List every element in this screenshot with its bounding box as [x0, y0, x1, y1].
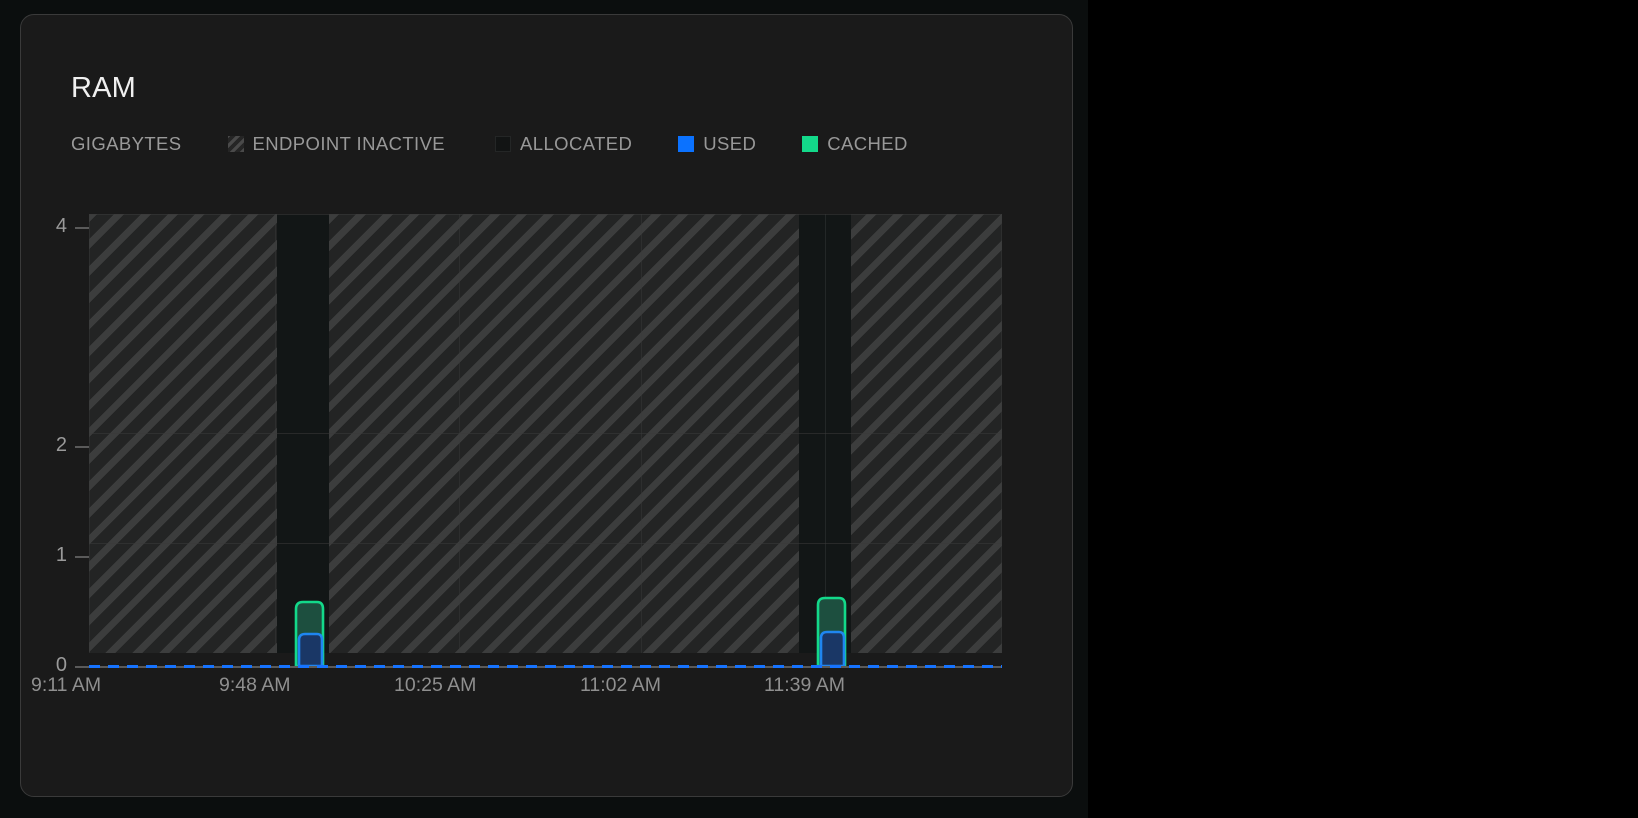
- x-tick-label: 11:39 AM: [764, 674, 845, 696]
- legend-item-used[interactable]: USED: [678, 131, 756, 157]
- y-tick-label: 1: [55, 544, 67, 566]
- y-tick-mark-1: [75, 556, 89, 558]
- vgridline-5: [825, 214, 826, 653]
- x-tick-label: 10:25 AM: [394, 674, 477, 696]
- y-tick-label: 2: [55, 434, 67, 456]
- chart-legend: GIGABYTES ENDPOINT INACTIVE ALLOCATED US…: [71, 131, 908, 157]
- vgridline-1: [89, 214, 90, 653]
- vgridline-4: [641, 214, 642, 653]
- cached-icon: [802, 136, 819, 152]
- zero-baseline-series: [89, 665, 1002, 668]
- hatched-icon: [227, 136, 244, 152]
- legend-item-label: USED: [703, 133, 757, 154]
- y-tick-label: 4: [55, 215, 67, 237]
- cached-area-2: [816, 596, 847, 668]
- legend-units: GIGABYTES: [71, 131, 182, 157]
- legend-item-allocated[interactable]: ALLOCATED: [495, 131, 632, 157]
- legend-item-label: ENDPOINT INACTIVE: [252, 133, 446, 154]
- x-tick-label: 11:02 AM: [580, 674, 661, 696]
- y-tick-label: 0: [55, 654, 67, 676]
- active-window-2: [799, 214, 851, 653]
- page-title: RAM: [71, 72, 137, 104]
- plot-area: [89, 214, 1002, 653]
- x-axis-line: [89, 666, 1002, 668]
- x-tick-label: 9:48 AM: [219, 674, 291, 696]
- series-layer: [294, 596, 847, 668]
- vgridline-2: [275, 214, 276, 653]
- vgridline-6: [1001, 214, 1002, 653]
- legend-item-cached[interactable]: CACHED: [802, 131, 908, 157]
- used-icon: [678, 136, 695, 152]
- active-window-1: [277, 214, 329, 653]
- gridline-2: [89, 433, 1002, 434]
- legend-item-label: ALLOCATED: [520, 133, 633, 154]
- ram-metric-card: RAM GIGABYTES ENDPOINT INACTIVE ALLOCATE…: [20, 14, 1073, 797]
- legend-item-label: CACHED: [827, 133, 908, 154]
- y-tick-mark-4: [75, 227, 89, 229]
- cached-area-1: [294, 600, 325, 668]
- gridline-1: [89, 543, 1002, 544]
- y-tick-mark-2: [75, 446, 89, 448]
- gridline-4: [89, 214, 1002, 215]
- y-tick-mark-0: [75, 666, 89, 668]
- allocated-icon: [495, 136, 512, 152]
- legend-item-endpoint-inactive[interactable]: ENDPOINT INACTIVE: [227, 131, 446, 157]
- allocated-bar-1: [277, 214, 329, 653]
- x-tick-label: 9:11 AM: [31, 674, 102, 696]
- used-area-1: [297, 632, 324, 668]
- used-area-2: [819, 630, 846, 668]
- allocated-bar-2: [799, 214, 851, 653]
- vgridline-3: [459, 214, 460, 653]
- legend-units-label: GIGABYTES: [71, 133, 182, 154]
- endpoint-inactive-hatch: [89, 214, 1002, 653]
